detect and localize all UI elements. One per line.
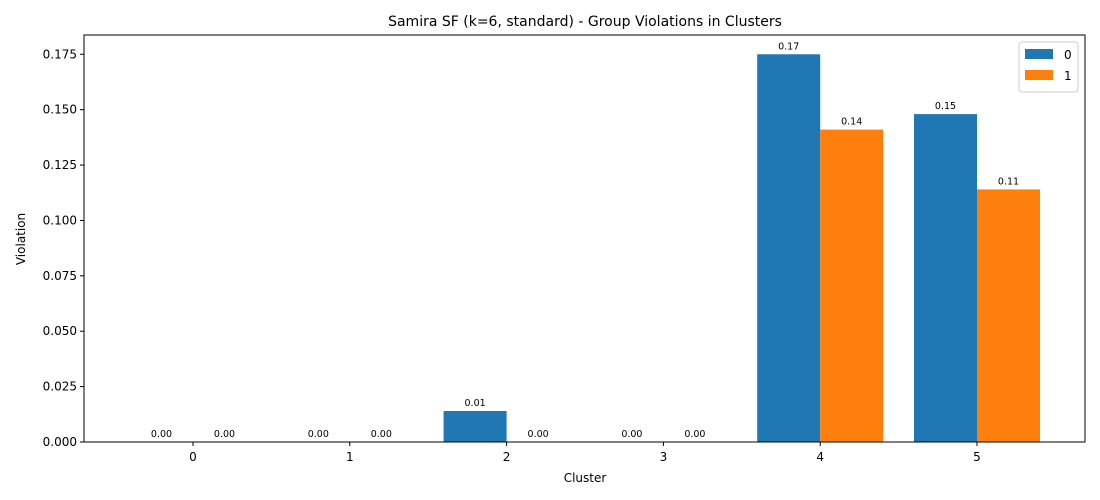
- bar-label-series-0-cluster-0: 0.00: [151, 429, 172, 440]
- bar-label-series-1-cluster-0: 0.00: [214, 429, 235, 440]
- bar-series-1-cluster-5: [977, 189, 1040, 442]
- y-tick-label: 0.150: [43, 103, 77, 117]
- x-tick-label: 4: [816, 450, 824, 464]
- legend-swatch-1: [1025, 70, 1053, 80]
- y-tick-label: 0.075: [43, 269, 77, 283]
- bar-label-series-0-cluster-1: 0.00: [308, 429, 329, 440]
- bar-labels-group: 0.00 0.00 0.01 0.00 0.17 0.15 0.00 0.00 0.00 0.00…: [151, 41, 1019, 440]
- bars-group: [443, 54, 1040, 442]
- y-axis-label: Violation: [14, 213, 28, 265]
- bar-label-series-1-cluster-2: 0.00: [528, 429, 549, 440]
- legend-label-0: 0: [1064, 48, 1072, 62]
- bar-series-0-cluster-2: [443, 410, 507, 442]
- x-axis: 0 1 2 3 4 5: [189, 442, 981, 464]
- y-tick-label: 0.000: [43, 435, 77, 449]
- legend-swatch-0: [1025, 49, 1053, 59]
- x-tick-label: 3: [660, 450, 668, 464]
- bar-label-series-1-cluster-1: 0.00: [371, 429, 392, 440]
- y-tick-label: 0.050: [43, 324, 77, 338]
- bar-label-series-0-cluster-3: 0.00: [621, 429, 642, 440]
- y-axis: 0.000 0.025 0.050 0.075 0.100 0.125 0.150 0.175: [43, 47, 84, 449]
- legend-label-1: 1: [1064, 69, 1072, 83]
- bar-label-series-1-cluster-3: 0.00: [684, 429, 705, 440]
- bar-series-0-cluster-4: [757, 54, 821, 442]
- chart-title: Samira SF (k=6, standard) - Group Violat…: [388, 14, 782, 30]
- bar-label-series-1-cluster-4: 0.14: [841, 117, 862, 128]
- bar-label-series-0-cluster-2: 0.01: [465, 398, 486, 409]
- x-axis-label: Cluster: [564, 471, 607, 485]
- y-tick-label: 0.025: [43, 380, 77, 394]
- plot-frame: [83, 34, 1086, 443]
- bar-series-1-cluster-4: [820, 129, 884, 442]
- x-tick-label: 1: [346, 450, 354, 464]
- x-tick-label: 5: [973, 450, 981, 464]
- bar-series-0-cluster-5: [914, 114, 977, 442]
- bar-label-series-1-cluster-5: 0.11: [998, 176, 1019, 187]
- x-tick-label: 2: [503, 450, 511, 464]
- x-tick-label: 0: [189, 450, 197, 464]
- bar-label-series-0-cluster-5: 0.15: [935, 101, 956, 112]
- legend: 01: [1018, 41, 1079, 93]
- bar-label-series-0-cluster-4: 0.17: [778, 41, 799, 52]
- y-tick-label: 0.100: [43, 213, 77, 227]
- y-tick-label: 0.175: [43, 47, 77, 61]
- y-tick-label: 0.125: [43, 158, 77, 172]
